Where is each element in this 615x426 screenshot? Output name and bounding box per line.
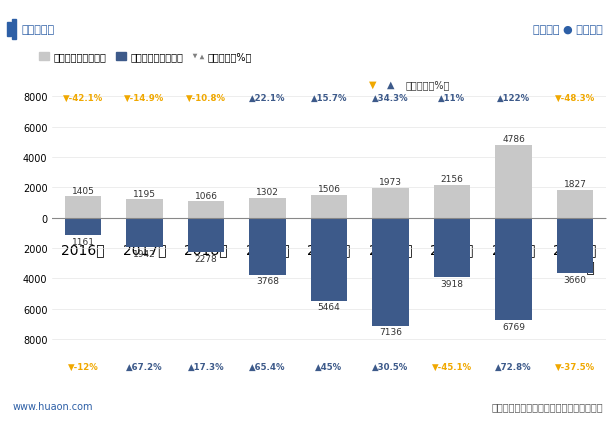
Bar	[12, 20, 16, 40]
Text: 华经情报网: 华经情报网	[22, 25, 55, 35]
Text: 7136: 7136	[379, 328, 402, 337]
Text: ▲34.3%: ▲34.3%	[372, 94, 409, 103]
Bar	[311, 218, 347, 301]
Text: ▼-37.5%: ▼-37.5%	[555, 362, 595, 371]
Text: 1506: 1506	[317, 185, 341, 194]
Text: ▲65.4%: ▲65.4%	[249, 362, 286, 371]
Text: 1161: 1161	[71, 237, 95, 246]
Text: 2016-2024年10月甘肃省外商投资企业进、出口额: 2016-2024年10月甘肃省外商投资企业进、出口额	[161, 56, 454, 74]
Bar	[249, 199, 286, 218]
Bar	[65, 218, 101, 236]
Bar	[311, 195, 347, 218]
Text: 同比增速（%）: 同比增速（%）	[406, 80, 450, 90]
Text: 1405: 1405	[71, 186, 95, 196]
Text: ▲122%: ▲122%	[497, 94, 530, 103]
Text: 1066: 1066	[194, 191, 218, 201]
Text: 3768: 3768	[256, 276, 279, 285]
Bar	[188, 202, 224, 218]
Bar	[495, 146, 532, 218]
Text: 3660: 3660	[563, 275, 587, 284]
Text: 1942: 1942	[133, 249, 156, 258]
Text: ▲72.8%: ▲72.8%	[495, 362, 532, 371]
Bar	[557, 218, 593, 273]
Bar	[372, 188, 409, 218]
Text: 专业严谨 ● 客观科学: 专业严谨 ● 客观科学	[533, 25, 603, 35]
Text: 2278: 2278	[195, 254, 217, 263]
Text: www.huaon.com: www.huaon.com	[12, 401, 93, 411]
Text: ▲30.5%: ▲30.5%	[373, 362, 408, 371]
Text: ▼-42.1%: ▼-42.1%	[63, 94, 103, 103]
Text: 1973: 1973	[379, 178, 402, 187]
Text: ▲22.1%: ▲22.1%	[249, 94, 286, 103]
Bar	[495, 218, 532, 320]
Text: ▼-45.1%: ▼-45.1%	[432, 362, 472, 371]
Text: ▼: ▼	[369, 80, 376, 90]
Text: 2156: 2156	[440, 175, 464, 184]
Bar	[188, 218, 224, 253]
Text: 数据来源：中国海关，华经产业研究院整理: 数据来源：中国海关，华经产业研究院整理	[491, 401, 603, 411]
Text: 5464: 5464	[318, 302, 340, 311]
Text: 1195: 1195	[133, 190, 156, 199]
Text: ▲45%: ▲45%	[315, 362, 343, 371]
Text: ▲11%: ▲11%	[438, 94, 466, 103]
Bar	[372, 218, 409, 326]
Bar	[249, 218, 286, 275]
Text: ▲67.2%: ▲67.2%	[126, 362, 163, 371]
Text: ▼-48.3%: ▼-48.3%	[555, 94, 595, 103]
Bar	[434, 218, 470, 277]
Legend: 出口总额（万美元）, 进口总额（万美元）, 同比增速（%）: 出口总额（万美元）, 进口总额（万美元）, 同比增速（%）	[35, 48, 256, 66]
Bar	[126, 218, 163, 248]
Text: ▲: ▲	[387, 80, 395, 90]
Bar	[557, 190, 593, 218]
Text: 6769: 6769	[502, 322, 525, 331]
Bar	[434, 185, 470, 218]
Text: 1827: 1827	[563, 180, 587, 189]
Text: ▲17.3%: ▲17.3%	[188, 362, 224, 371]
Text: ▲15.7%: ▲15.7%	[311, 94, 347, 103]
Text: ▼-12%: ▼-12%	[68, 362, 98, 371]
Text: 3918: 3918	[440, 279, 464, 288]
Bar	[65, 197, 101, 218]
Text: 1302: 1302	[256, 188, 279, 197]
Bar	[126, 200, 163, 218]
Text: ▼-10.8%: ▼-10.8%	[186, 94, 226, 103]
Bar	[7, 23, 11, 37]
Text: ▼-14.9%: ▼-14.9%	[124, 94, 165, 103]
Text: 4786: 4786	[502, 135, 525, 144]
